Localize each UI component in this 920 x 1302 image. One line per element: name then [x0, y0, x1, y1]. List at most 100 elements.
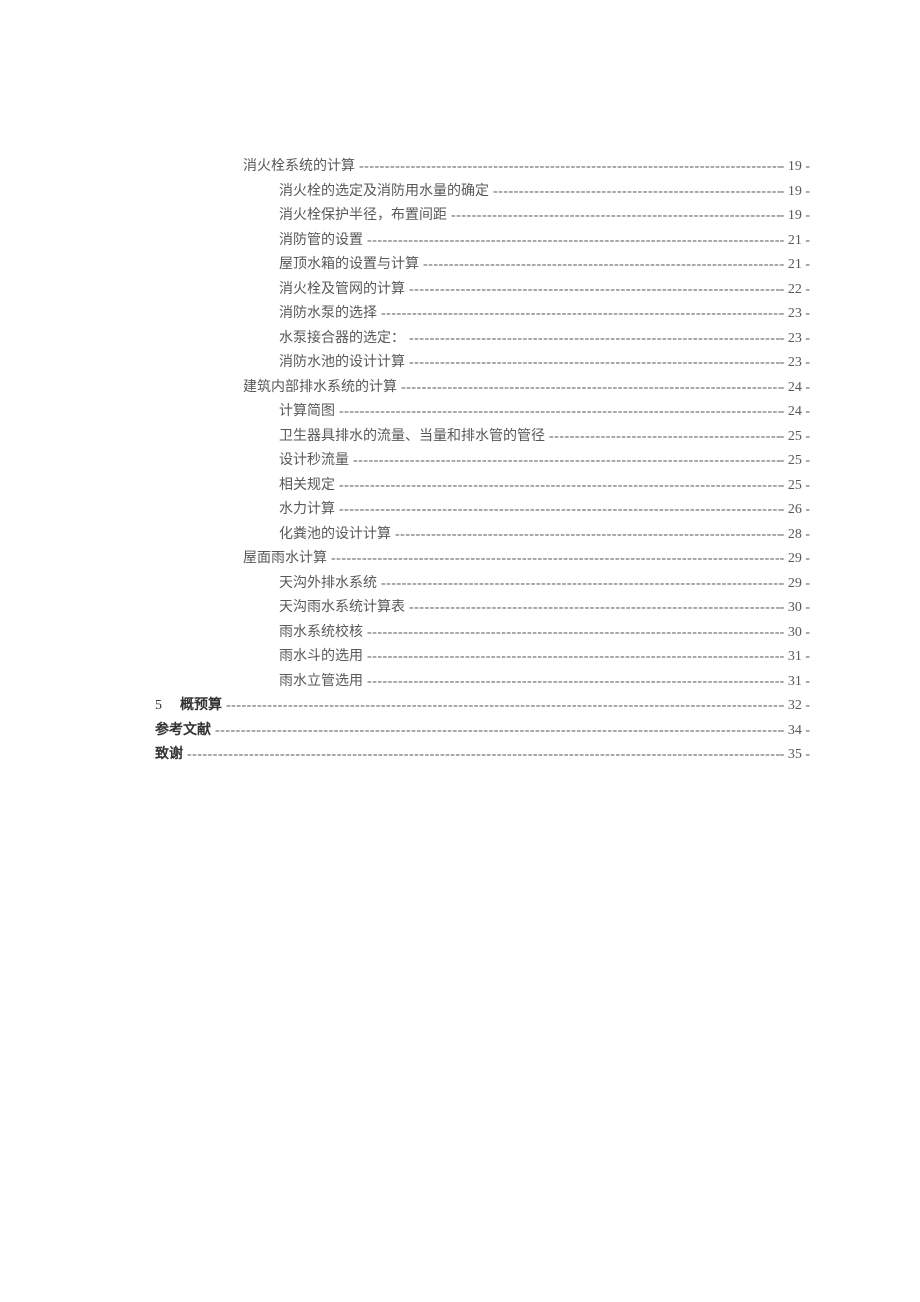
toc-leader	[335, 474, 780, 499]
toc-title: 设计秒流量	[279, 449, 349, 474]
toc-entry: 消火栓保护半径，布置间距 - 19 -	[155, 204, 810, 229]
toc-title: 致谢	[155, 743, 183, 768]
toc-prefix: 5	[155, 694, 162, 719]
toc-page-number: - 31 -	[780, 645, 810, 670]
toc-title: 消火栓及管网的计算	[279, 278, 405, 303]
toc-leader	[222, 694, 780, 719]
toc-title: 天沟雨水系统计算表	[279, 596, 405, 621]
toc-title: 水泵接合器的选定：	[279, 327, 405, 352]
toc-entry: 雨水系统校核 - 30 -	[155, 621, 810, 646]
toc-entry: 水泵接合器的选定： - 23 -	[155, 327, 810, 352]
toc-leader	[391, 523, 780, 548]
toc-page-number: - 32 -	[780, 694, 810, 719]
toc-leader	[211, 719, 780, 744]
table-of-contents: 消火栓系统的计算- 19 -消火栓的选定及消防用水量的确定- 19 -消火栓保护…	[155, 155, 810, 768]
toc-leader	[405, 351, 780, 376]
toc-page-number: - 21 -	[780, 229, 810, 254]
toc-title: 化粪池的设计计算	[279, 523, 391, 548]
toc-page-number: - 31 -	[780, 670, 810, 695]
toc-title: 天沟外排水系统	[279, 572, 377, 597]
toc-title: 雨水斗的选用	[279, 645, 363, 670]
toc-page-number: - 34 -	[780, 719, 810, 744]
toc-title: 屋顶水箱的设置与计算	[279, 253, 419, 278]
toc-page-number: - 35 -	[780, 743, 810, 768]
toc-leader	[363, 621, 780, 646]
toc-leader	[489, 180, 780, 205]
toc-title: 概预算	[180, 694, 222, 719]
toc-leader	[397, 376, 780, 401]
toc-entry: 消火栓系统的计算 - 19 -	[155, 155, 810, 180]
toc-entry: 水力计算 - 26 -	[155, 498, 810, 523]
toc-page-number: - 22 -	[780, 278, 810, 303]
toc-page-number: - 29 -	[780, 547, 810, 572]
toc-page-number: - 19 -	[780, 180, 810, 205]
toc-page-number: - 21 -	[780, 253, 810, 278]
toc-title: 消防管的设置	[279, 229, 363, 254]
toc-leader	[419, 253, 780, 278]
toc-leader	[183, 743, 780, 768]
toc-entry: 化粪池的设计计算 - 28 -	[155, 523, 810, 548]
toc-leader	[363, 645, 780, 670]
toc-leader	[377, 572, 780, 597]
toc-title: 屋面雨水计算	[243, 547, 327, 572]
toc-page-number: - 19 -	[780, 204, 810, 229]
toc-title: 消防水泵的选择	[279, 302, 377, 327]
toc-leader	[447, 204, 780, 229]
toc-leader	[405, 278, 780, 303]
toc-page-number: - 29 -	[780, 572, 810, 597]
toc-entry: 卫生器具排水的流量、当量和排水管的管径 - 25 -	[155, 425, 810, 450]
toc-title: 消火栓的选定及消防用水量的确定	[279, 180, 489, 205]
toc-page-number: - 23 -	[780, 327, 810, 352]
toc-entry: 雨水立管选用 - 31 -	[155, 670, 810, 695]
toc-page-number: - 23 -	[780, 302, 810, 327]
toc-page-number: - 25 -	[780, 449, 810, 474]
toc-entry: 相关规定 - 25 -	[155, 474, 810, 499]
toc-entry: 设计秒流量 - 25 -	[155, 449, 810, 474]
toc-title: 消火栓系统的计算	[243, 155, 355, 180]
toc-leader	[377, 302, 780, 327]
toc-entry: 天沟雨水系统计算表 - 30 -	[155, 596, 810, 621]
toc-leader	[349, 449, 780, 474]
toc-title: 消火栓保护半径，布置间距	[279, 204, 447, 229]
toc-title: 消防水池的设计计算	[279, 351, 405, 376]
toc-title: 参考文献	[155, 719, 211, 744]
toc-entry: 消防水泵的选择 - 23 -	[155, 302, 810, 327]
toc-leader	[363, 670, 780, 695]
toc-title: 相关规定	[279, 474, 335, 499]
toc-leader	[405, 596, 780, 621]
toc-entry: 计算简图 - 24 -	[155, 400, 810, 425]
toc-title: 计算简图	[279, 400, 335, 425]
toc-title: 卫生器具排水的流量、当量和排水管的管径	[279, 425, 545, 450]
toc-entry: 天沟外排水系统 - 29 -	[155, 572, 810, 597]
toc-entry: 屋顶水箱的设置与计算 - 21 -	[155, 253, 810, 278]
toc-page-number: - 30 -	[780, 621, 810, 646]
toc-entry: 消火栓的选定及消防用水量的确定 - 19 -	[155, 180, 810, 205]
toc-entry: 5 概预算 - 32 -	[155, 694, 810, 719]
toc-page-number: - 25 -	[780, 425, 810, 450]
toc-entry: 致谢 - 35 -	[155, 743, 810, 768]
toc-entry: 消火栓及管网的计算 - 22 -	[155, 278, 810, 303]
toc-leader	[335, 498, 780, 523]
toc-leader	[355, 155, 780, 180]
toc-title: 水力计算	[279, 498, 335, 523]
toc-page-number: - 24 -	[780, 376, 810, 401]
toc-leader	[545, 425, 780, 450]
toc-entry: 消防水池的设计计算- 23 -	[155, 351, 810, 376]
toc-page-number: - 19 -	[780, 155, 810, 180]
toc-page-number: - 26 -	[780, 498, 810, 523]
toc-leader	[405, 327, 780, 352]
toc-entry: 参考文献 - 34 -	[155, 719, 810, 744]
toc-entry: 消防管的设置 - 21 -	[155, 229, 810, 254]
toc-title: 建筑内部排水系统的计算	[243, 376, 397, 401]
toc-leader	[327, 547, 780, 572]
toc-entry: 建筑内部排水系统的计算 - 24 -	[155, 376, 810, 401]
toc-title: 雨水立管选用	[279, 670, 363, 695]
toc-title: 雨水系统校核	[279, 621, 363, 646]
toc-entry: 屋面雨水计算 - 29 -	[155, 547, 810, 572]
toc-leader	[335, 400, 780, 425]
toc-page-number: - 24 -	[780, 400, 810, 425]
toc-entry: 雨水斗的选用 - 31 -	[155, 645, 810, 670]
toc-page-number: - 25 -	[780, 474, 810, 499]
toc-page-number: - 30 -	[780, 596, 810, 621]
toc-page-number: - 28 -	[780, 523, 810, 548]
